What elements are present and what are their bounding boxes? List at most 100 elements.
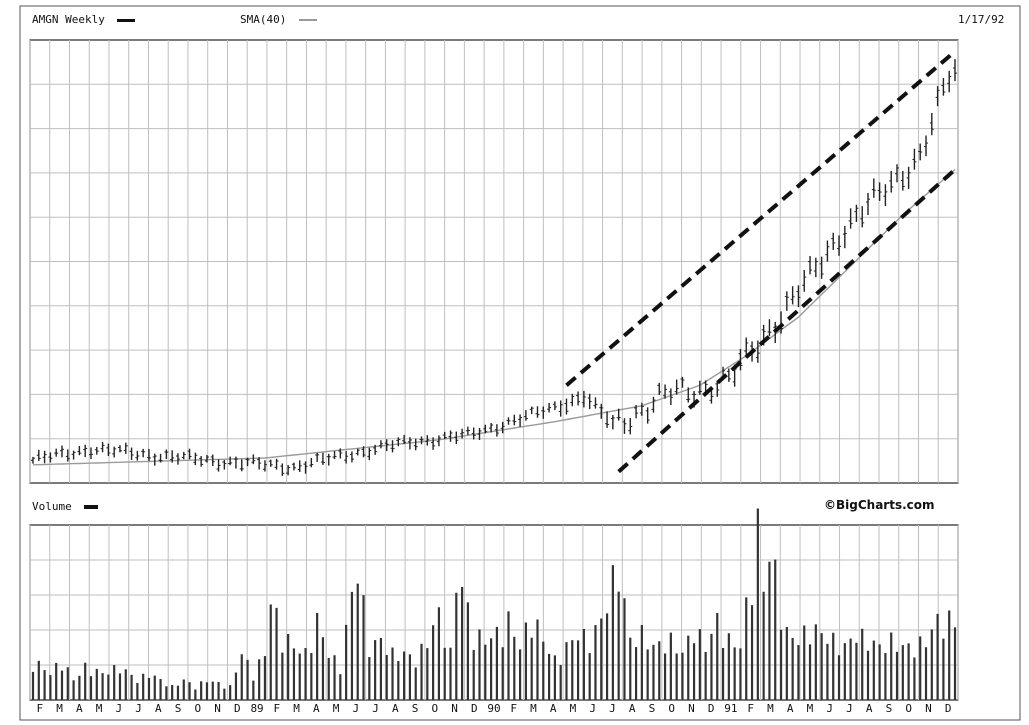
- price-bar: [141, 448, 146, 458]
- price-bar: [291, 462, 296, 471]
- price-bar: [663, 384, 668, 399]
- price-bar: [813, 257, 818, 278]
- price-bar: [83, 444, 88, 458]
- price-bar: [866, 192, 871, 216]
- x-tick-label: F: [273, 702, 280, 715]
- price-bar: [65, 449, 70, 462]
- price-bar: [599, 403, 604, 419]
- price-bar: [570, 393, 575, 407]
- x-tick-label: J: [372, 702, 379, 715]
- price-bar: [164, 449, 169, 460]
- x-tick-label: N: [925, 702, 932, 715]
- price-bar: [204, 455, 209, 463]
- price-bar: [819, 256, 824, 279]
- price-bar: [88, 447, 93, 460]
- price-bar: [262, 460, 267, 472]
- price-bar: [790, 286, 795, 305]
- x-tick-label: F: [37, 702, 44, 715]
- price-bar: [413, 438, 418, 451]
- x-tick-label: J: [609, 702, 616, 715]
- price-bar: [436, 435, 441, 447]
- price-bar: [297, 460, 302, 472]
- price-bar: [825, 240, 830, 262]
- outer-border: [19, 5, 1021, 721]
- price-bar: [135, 450, 140, 461]
- x-tick-label: S: [649, 702, 656, 715]
- price-bar: [361, 446, 366, 458]
- x-tick-label: D: [234, 702, 241, 715]
- price-bar: [228, 456, 233, 466]
- price-bar: [854, 204, 859, 223]
- price-bar: [622, 418, 627, 434]
- price-bar: [610, 414, 615, 430]
- x-tick-label: J: [352, 702, 359, 715]
- price-bar: [674, 379, 679, 395]
- price-bar: [889, 170, 894, 193]
- x-tick-label: N: [214, 702, 221, 715]
- price-bar: [680, 376, 685, 388]
- symbol-legend: AMGN Weekly: [32, 13, 136, 26]
- x-tick-label: O: [195, 702, 202, 715]
- price-bar: [123, 442, 128, 454]
- trend-channel-layer: [565, 49, 957, 474]
- x-tick-label: S: [412, 702, 419, 715]
- price-bar: [860, 206, 865, 228]
- x-tick-label: J: [589, 702, 596, 715]
- price-bar: [941, 78, 946, 96]
- price-bar: [94, 446, 99, 455]
- sma-40-line: [32, 168, 956, 466]
- price-bar: [199, 456, 204, 467]
- price-bar: [175, 453, 180, 465]
- price-bar: [222, 460, 227, 470]
- price-bar: [378, 440, 383, 449]
- price-bar: [877, 182, 882, 201]
- price-bar: [245, 457, 250, 467]
- price-bar: [767, 319, 772, 337]
- price-bar: [280, 463, 285, 476]
- x-tick-label: A: [629, 702, 636, 715]
- price-bar: [703, 380, 708, 393]
- lower-channel-line: [617, 168, 957, 474]
- symbol-label: AMGN Weekly: [32, 13, 105, 26]
- price-bar: [564, 398, 569, 415]
- price-bar: [268, 459, 273, 467]
- price-bar: [535, 406, 540, 418]
- price-bar: [500, 421, 505, 434]
- price-bar: [477, 427, 482, 441]
- price-bar: [303, 461, 308, 474]
- price-bar: [697, 380, 702, 395]
- price-bar: [726, 368, 731, 382]
- price-bar: [332, 451, 337, 460]
- price-bar: [483, 424, 488, 434]
- price-bar: [239, 459, 244, 472]
- price-bar: [744, 337, 749, 355]
- x-tick-label: O: [431, 702, 438, 715]
- price-bar: [390, 440, 395, 453]
- price-bar: [541, 406, 546, 419]
- price-bar: [431, 437, 436, 450]
- price-bar: [605, 411, 610, 428]
- x-tick-label: M: [767, 702, 774, 715]
- price-bar: [71, 450, 76, 460]
- price-bar: [471, 427, 476, 440]
- price-bar: [645, 407, 650, 424]
- x-tick-label: A: [392, 702, 399, 715]
- price-bar: [796, 285, 801, 308]
- price-bar: [918, 143, 923, 161]
- price-bar: [924, 135, 929, 157]
- price-bar: [686, 387, 691, 403]
- price-bar: [181, 451, 186, 460]
- price-bar: [715, 380, 720, 397]
- price-bar: [129, 447, 134, 460]
- price-bar: [419, 436, 424, 445]
- price-bar: [494, 424, 499, 437]
- price-bar: [935, 86, 940, 107]
- volume-grid: [29, 525, 959, 700]
- sma-line-layer: [32, 168, 956, 466]
- x-tick-label: D: [471, 702, 478, 715]
- volume-bars-layer: [31, 508, 957, 700]
- x-tick-label: A: [155, 702, 162, 715]
- x-tick-label: A: [550, 702, 557, 715]
- price-bar: [326, 453, 331, 466]
- price-bar: [831, 232, 836, 250]
